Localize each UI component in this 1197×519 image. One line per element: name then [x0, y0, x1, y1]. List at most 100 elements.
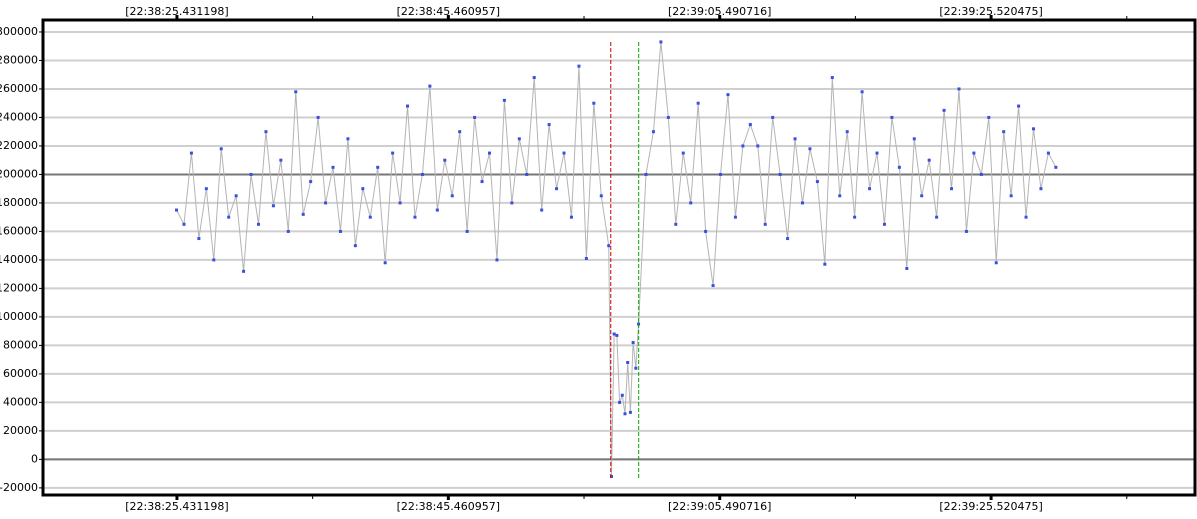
data-point: [763, 222, 767, 226]
data-point: [741, 144, 745, 148]
data-point: [182, 222, 186, 226]
y-tick-label: 300000: [0, 25, 38, 38]
data-point: [592, 101, 596, 105]
data-point: [726, 93, 730, 97]
data-point: [406, 104, 410, 108]
data-point: [964, 229, 968, 233]
data-point: [815, 180, 819, 184]
data-point: [569, 215, 573, 219]
data-point: [294, 90, 298, 94]
data-point: [800, 201, 804, 205]
data-point: [353, 244, 357, 248]
data-point: [331, 165, 335, 169]
data-point: [502, 98, 506, 102]
data-point: [719, 172, 723, 176]
data-point: [204, 187, 208, 191]
data-point: [623, 412, 627, 416]
y-tick-label: -20000: [0, 481, 38, 494]
data-point: [480, 180, 484, 184]
data-point: [942, 108, 946, 112]
data-point: [620, 393, 624, 397]
data-point: [450, 194, 454, 198]
data-point: [189, 151, 193, 155]
data-point: [681, 151, 685, 155]
data-point: [227, 215, 231, 219]
data-point: [219, 147, 223, 151]
y-tick-label: 160000: [0, 224, 38, 237]
y-tick-label: 220000: [0, 139, 38, 152]
data-point: [935, 215, 939, 219]
data-point: [599, 194, 603, 198]
data-point: [853, 215, 857, 219]
data-point: [510, 201, 514, 205]
data-point: [316, 115, 320, 119]
data-point: [242, 269, 246, 273]
data-point: [868, 187, 872, 191]
data-point: [264, 130, 268, 134]
data-point: [383, 261, 387, 265]
data-point: [1017, 104, 1021, 108]
data-point: [927, 158, 931, 162]
y-tick-label: 280000: [0, 53, 38, 66]
data-point: [1054, 165, 1058, 169]
data-point: [987, 115, 991, 119]
x-tick-label: [22:38:25.431198]: [125, 5, 228, 18]
data-point: [488, 151, 492, 155]
data-point: [618, 400, 622, 404]
data-point: [234, 194, 238, 198]
data-point: [249, 172, 253, 176]
data-point: [748, 123, 752, 127]
data-point: [175, 208, 179, 212]
data-point: [631, 341, 635, 345]
data-point: [324, 201, 328, 205]
data-point: [361, 187, 365, 191]
data-point: [376, 165, 380, 169]
data-point: [212, 258, 216, 262]
y-tick-label: 40000: [3, 395, 38, 408]
data-point: [771, 115, 775, 119]
data-point: [626, 361, 630, 365]
data-point: [860, 90, 864, 94]
data-point: [1031, 127, 1035, 131]
data-point: [609, 474, 613, 478]
data-point: [301, 212, 305, 216]
data-point: [413, 215, 417, 219]
data-point: [808, 147, 812, 151]
data-point: [612, 332, 616, 336]
data-point: [875, 151, 879, 155]
y-tick-label: 120000: [0, 281, 38, 294]
data-point: [473, 115, 477, 119]
data-point: [525, 172, 529, 176]
y-tick-label: 240000: [0, 110, 38, 123]
data-point: [711, 284, 715, 288]
data-point: [912, 137, 916, 141]
data-point: [793, 137, 797, 141]
data-point: [540, 208, 544, 212]
x-tick-label: [22:38:45.460957]: [397, 500, 500, 513]
x-tick-label: [22:38:25.431198]: [125, 500, 228, 513]
data-point: [197, 237, 201, 241]
data-point: [391, 151, 395, 155]
data-point: [607, 244, 611, 248]
data-point: [420, 172, 424, 176]
data-point: [532, 76, 536, 80]
x-tick-label: [22:38:45.460957]: [397, 5, 500, 18]
y-tick-label: 100000: [0, 310, 38, 323]
data-point: [778, 172, 782, 176]
y-tick-label: 200000: [0, 167, 38, 180]
data-point: [634, 366, 638, 370]
data-point: [495, 258, 499, 262]
x-tick-label: [22:39:25.520475]: [939, 5, 1042, 18]
y-tick-label: 0: [31, 452, 38, 465]
y-tick-label: 20000: [3, 424, 38, 437]
data-point: [615, 333, 619, 337]
data-point: [882, 222, 886, 226]
data-point: [562, 151, 566, 155]
data-point: [897, 165, 901, 169]
series-line: [176, 41, 1057, 477]
data-point: [443, 158, 447, 162]
data-point: [838, 194, 842, 198]
data-point: [823, 262, 827, 266]
data-point: [1039, 187, 1043, 191]
